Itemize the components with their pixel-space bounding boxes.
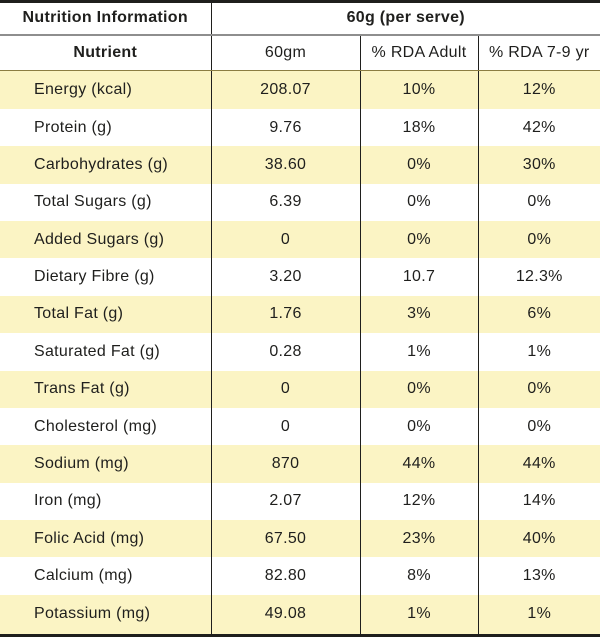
col-header-rda-7-9yr: % RDA 7-9 yr	[477, 34, 600, 71]
col-header-amount: 60gm	[210, 34, 360, 71]
rda-7-9yr-cell: 1%	[477, 594, 600, 636]
table-row: Total Fat (g) 1.76 3% 6%	[0, 295, 600, 334]
table-row: Carbohydrates (g) 38.60 0% 30%	[0, 146, 600, 184]
table-row: Dietary Fibre (g) 3.20 10.7 12.3%	[0, 258, 600, 296]
rda-7-9yr-cell: 1%	[477, 333, 600, 371]
rda-7-9yr-cell: 12.3%	[477, 258, 600, 296]
rda-adult-cell: 0%	[359, 221, 478, 259]
rda-7-9yr-cell: 40%	[477, 520, 600, 558]
rda-7-9yr-cell: 13%	[477, 557, 600, 595]
amount-cell: 0	[210, 221, 360, 259]
rda-7-9yr-cell: 0%	[477, 221, 600, 259]
rda-adult-cell: 10.7	[359, 258, 478, 296]
nutrient-cell: Iron (mg)	[34, 492, 102, 510]
table-row: Saturated Fat (g) 0.28 1% 1%	[0, 333, 600, 371]
table-row: Added Sugars (g) 0 0% 0%	[0, 221, 600, 259]
amount-cell: 67.50	[210, 520, 360, 558]
rda-adult-cell: 44%	[359, 445, 478, 483]
amount-cell: 870	[210, 445, 360, 483]
amount-cell: 82.80	[210, 557, 360, 595]
nutrient-cell: Dietary Fibre (g)	[34, 268, 155, 286]
nutrient-cell: Protein (g)	[34, 118, 112, 136]
amount-cell: 0	[210, 407, 360, 446]
nutrient-cell: Added Sugars (g)	[34, 230, 165, 248]
header-row-columns: Nutrient 60gm % RDA Adult % RDA 7-9 yr	[0, 34, 600, 71]
rda-adult-cell: 23%	[359, 520, 478, 558]
rda-7-9yr-cell: 0%	[477, 407, 600, 446]
table-title: Nutrition Information	[0, 1, 211, 36]
table-row: Cholesterol (mg) 0 0% 0%	[0, 407, 600, 446]
table-row: Iron (mg) 2.07 12% 14%	[0, 482, 600, 521]
nutrient-cell: Total Fat (g)	[34, 305, 124, 323]
header-row-serving: Nutrition Information 60g (per serve)	[0, 1, 600, 36]
table-row: Sodium (mg) 870 44% 44%	[0, 445, 600, 483]
col-header-nutrient: Nutrient	[0, 34, 211, 71]
nutrient-cell: Sodium (mg)	[34, 454, 129, 472]
nutrient-cell: Saturated Fat (g)	[34, 342, 161, 360]
nutrient-cell: Carbohydrates (g)	[34, 155, 169, 173]
rda-7-9yr-cell: 6%	[477, 295, 600, 334]
rda-7-9yr-cell: 30%	[477, 146, 600, 184]
table-row: Energy (kcal) 208.07 10% 12%	[0, 70, 600, 109]
table-row: Total Sugars (g) 6.39 0% 0%	[0, 183, 600, 222]
rda-adult-cell: 1%	[359, 594, 478, 636]
amount-cell: 1.76	[210, 295, 360, 334]
nutrient-cell: Folic Acid (mg)	[34, 529, 145, 547]
nutrition-table-header: Nutrition Information 60g (per serve) Nu…	[0, 1, 600, 71]
nutrient-cell: Energy (kcal)	[34, 80, 133, 98]
rda-7-9yr-cell: 14%	[477, 482, 600, 521]
amount-cell: 2.07	[210, 482, 360, 521]
amount-cell: 6.39	[210, 183, 360, 222]
table-row: Folic Acid (mg) 67.50 23% 40%	[0, 520, 600, 558]
rda-adult-cell: 8%	[359, 557, 478, 595]
nutrition-table-body: Energy (kcal) 208.07 10% 12% Protein (g) 9.76…	[0, 70, 600, 636]
table-row: Trans Fat (g) 0 0% 0%	[0, 370, 600, 408]
rda-7-9yr-cell: 44%	[477, 445, 600, 483]
rda-7-9yr-cell: 42%	[477, 108, 600, 147]
rda-7-9yr-cell: 0%	[477, 183, 600, 222]
rda-adult-cell: 10%	[359, 70, 478, 109]
amount-cell: 3.20	[210, 258, 360, 296]
amount-cell: 38.60	[210, 146, 360, 184]
table-row: Calcium (mg) 82.80 8% 13%	[0, 557, 600, 595]
amount-cell: 208.07	[210, 70, 360, 109]
nutrient-cell: Cholesterol (mg)	[34, 417, 158, 435]
rda-adult-cell: 1%	[359, 333, 478, 371]
rda-adult-cell: 0%	[359, 407, 478, 446]
serving-size-header: 60g (per serve)	[210, 1, 600, 36]
rda-adult-cell: 3%	[359, 295, 478, 334]
col-header-rda-adult: % RDA Adult	[359, 34, 478, 71]
amount-cell: 9.76	[210, 108, 360, 147]
rda-adult-cell: 0%	[359, 146, 478, 184]
nutrient-cell: Calcium (mg)	[34, 567, 133, 585]
nutrient-cell: Total Sugars (g)	[34, 193, 152, 211]
table-row: Potassium (mg) 49.08 1% 1%	[0, 594, 600, 636]
amount-cell: 49.08	[210, 594, 360, 636]
rda-adult-cell: 18%	[359, 108, 478, 147]
table-row: Protein (g) 9.76 18% 42%	[0, 108, 600, 147]
nutrient-cell: Potassium (mg)	[34, 605, 151, 623]
amount-cell: 0	[210, 370, 360, 408]
nutrient-cell: Trans Fat (g)	[34, 380, 130, 398]
rda-7-9yr-cell: 0%	[477, 370, 600, 408]
rda-adult-cell: 0%	[359, 370, 478, 408]
rda-adult-cell: 12%	[359, 482, 478, 521]
rda-adult-cell: 0%	[359, 183, 478, 222]
rda-7-9yr-cell: 12%	[477, 70, 600, 109]
amount-cell: 0.28	[210, 333, 360, 371]
